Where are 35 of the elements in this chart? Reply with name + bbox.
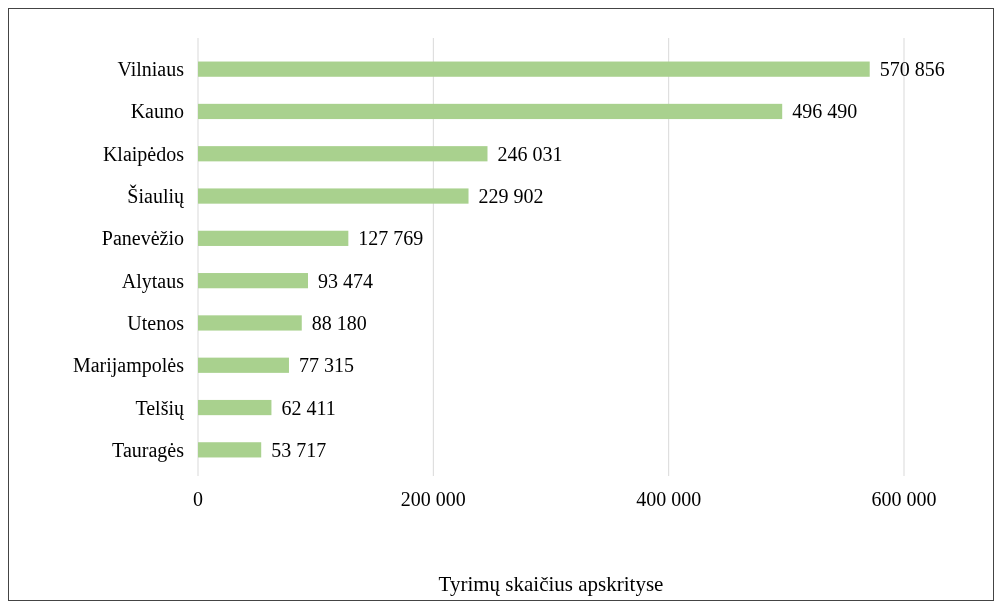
- y-tick-label: Vilniaus: [117, 58, 185, 81]
- bar: [198, 146, 488, 162]
- x-tick-label: 0: [193, 488, 203, 510]
- x-axis-title: Tyrimų skaičius apskrityse: [438, 572, 664, 596]
- data-label: 62 411: [281, 396, 336, 419]
- data-label: 229 902: [478, 185, 544, 208]
- y-tick-label: Šiaulių: [127, 184, 185, 209]
- bar: [198, 273, 308, 289]
- bar: [198, 61, 870, 77]
- bar: [198, 315, 302, 331]
- data-label: 246 031: [497, 142, 563, 165]
- data-label: 127 769: [358, 227, 424, 250]
- y-tick-label: Tauragės: [112, 438, 185, 462]
- y-tick-label: Marijampolės: [72, 354, 185, 378]
- bar: [198, 230, 349, 246]
- bar: [198, 357, 289, 373]
- y-tick-label: Telšių: [135, 396, 185, 420]
- data-label: 496 490: [792, 100, 858, 123]
- bar: [198, 188, 469, 204]
- x-tick-label: 600 000: [871, 488, 937, 510]
- y-tick-label: Panevėžio: [101, 227, 184, 250]
- bar: [198, 103, 783, 120]
- y-tick-label: Utenos: [127, 311, 185, 334]
- data-label: 93 474: [317, 269, 373, 292]
- data-label: 53 717: [271, 438, 327, 461]
- bar: [198, 399, 272, 416]
- bar: [198, 442, 262, 458]
- x-tick-label: 400 000: [636, 488, 702, 510]
- y-tick-label: Klaipėdos: [102, 142, 185, 166]
- x-tick-label: 200 000: [400, 488, 466, 510]
- data-label: 88 180: [311, 311, 367, 334]
- data-label: 570 856: [879, 58, 945, 81]
- y-tick-label: Kauno: [130, 100, 184, 123]
- data-label: 77 315: [298, 354, 354, 377]
- y-tick-label: Alytaus: [121, 269, 185, 293]
